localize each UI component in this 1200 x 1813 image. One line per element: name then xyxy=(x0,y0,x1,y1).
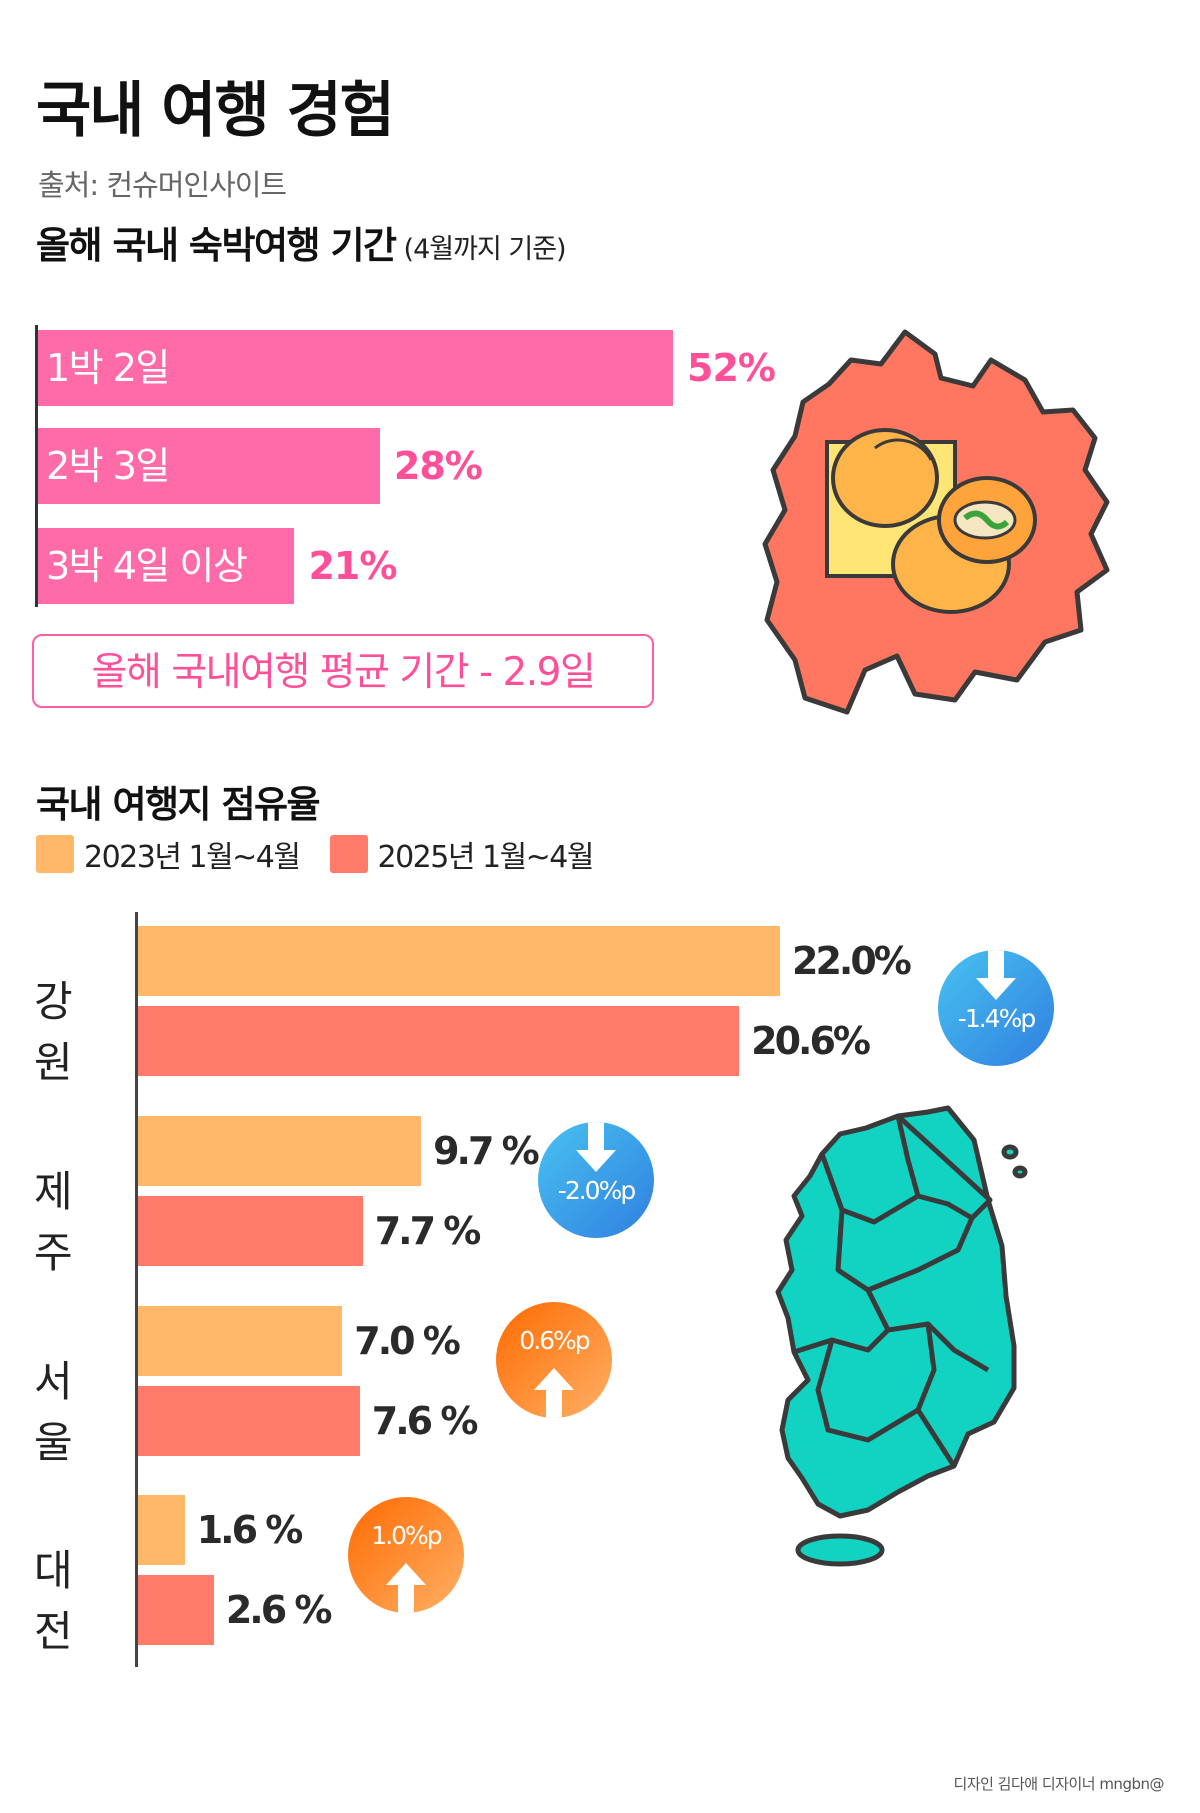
duration-bar xyxy=(38,528,295,604)
region-label: 강원 xyxy=(34,977,73,1087)
average-duration-box: 올해 국내여행 평균 기간 - 2.9일 xyxy=(32,634,654,708)
share-axis-line xyxy=(135,912,138,1667)
change-badge: 1.0%p xyxy=(348,1497,464,1613)
duration-axis-line xyxy=(35,325,38,607)
region-label: 대전 xyxy=(34,1546,73,1656)
share-bar-value: 9.7 % xyxy=(433,1129,540,1173)
share-bar xyxy=(138,1575,214,1645)
share-bar-value: 22.0% xyxy=(792,939,912,983)
share-legend: 2023년 1월~4월 2025년 1월~4월 xyxy=(36,832,595,876)
change-badge-text: 0.6%p xyxy=(519,1326,590,1355)
share-bar-value: 20.6% xyxy=(751,1019,871,1063)
region-label: 제주 xyxy=(34,1167,73,1277)
share-bar-value: 7.7 % xyxy=(374,1209,482,1253)
share-bar xyxy=(138,1386,360,1456)
share-bar xyxy=(138,926,780,996)
duration-section-note: (4월까지 기준) xyxy=(403,234,567,265)
share-bar xyxy=(138,1116,422,1186)
arrow-up-icon xyxy=(386,1563,426,1613)
duration-bar-label: 2박 3일 xyxy=(46,444,170,488)
duration-bar xyxy=(38,330,673,406)
region-label: 서울 xyxy=(34,1357,73,1467)
gangwon-province-map-illustration xyxy=(762,329,1110,715)
share-bar xyxy=(138,1495,185,1565)
share-bar-value: 7.6 % xyxy=(371,1399,479,1443)
change-badge: 0.6%p xyxy=(496,1302,612,1418)
duration-bar-label: 3박 4일 이상 xyxy=(46,544,248,588)
legend-label-2025: 2025년 1월~4월 xyxy=(377,840,595,875)
legend-swatch-2023 xyxy=(36,835,74,873)
source-note: 출처: 컨슈머인사이트 xyxy=(38,168,287,202)
duration-section-title: 올해 국내 숙박여행 기간 xyxy=(36,224,397,267)
change-badge: -1.4%p xyxy=(938,950,1054,1066)
share-section-title: 국내 여행지 점유율 xyxy=(36,783,321,826)
change-badge-text: -1.4%p xyxy=(957,1004,1036,1033)
change-badge-text: 1.0%p xyxy=(371,1521,442,1550)
share-bar-value: 1.6 % xyxy=(196,1508,304,1552)
duration-bar-label: 1박 2일 xyxy=(46,346,170,390)
arrow-down-icon xyxy=(576,1122,616,1172)
duration-bar xyxy=(38,428,380,504)
change-badge-text: -2.0%p xyxy=(557,1176,636,1205)
share-bar xyxy=(138,1306,343,1376)
legend-label-2023: 2023년 1월~4월 xyxy=(84,840,301,875)
duration-bar-value: 21% xyxy=(308,544,397,588)
share-bar-value: 2.6 % xyxy=(225,1588,333,1632)
duration-bar-value: 28% xyxy=(393,444,483,488)
designer-credit: 디자인 김다애 디자이너 mngbn@ xyxy=(953,1775,1165,1793)
potato-bread-icon xyxy=(825,428,1037,614)
share-bar xyxy=(138,1196,363,1266)
share-bar xyxy=(138,1006,740,1076)
arrow-up-icon xyxy=(534,1368,574,1418)
duration-bar-value: 52% xyxy=(687,346,776,390)
arrow-down-icon xyxy=(976,950,1016,1000)
legend-swatch-2025 xyxy=(329,835,368,873)
korea-map-illustration xyxy=(775,1105,1028,1567)
share-bar-value: 7.0 % xyxy=(354,1319,461,1363)
change-badge: -2.0%p xyxy=(538,1122,654,1238)
duration-section-heading: 올해 국내 숙박여행 기간 (4월까지 기준) xyxy=(36,215,567,269)
page-title: 국내 여행 경험 xyxy=(36,76,395,146)
